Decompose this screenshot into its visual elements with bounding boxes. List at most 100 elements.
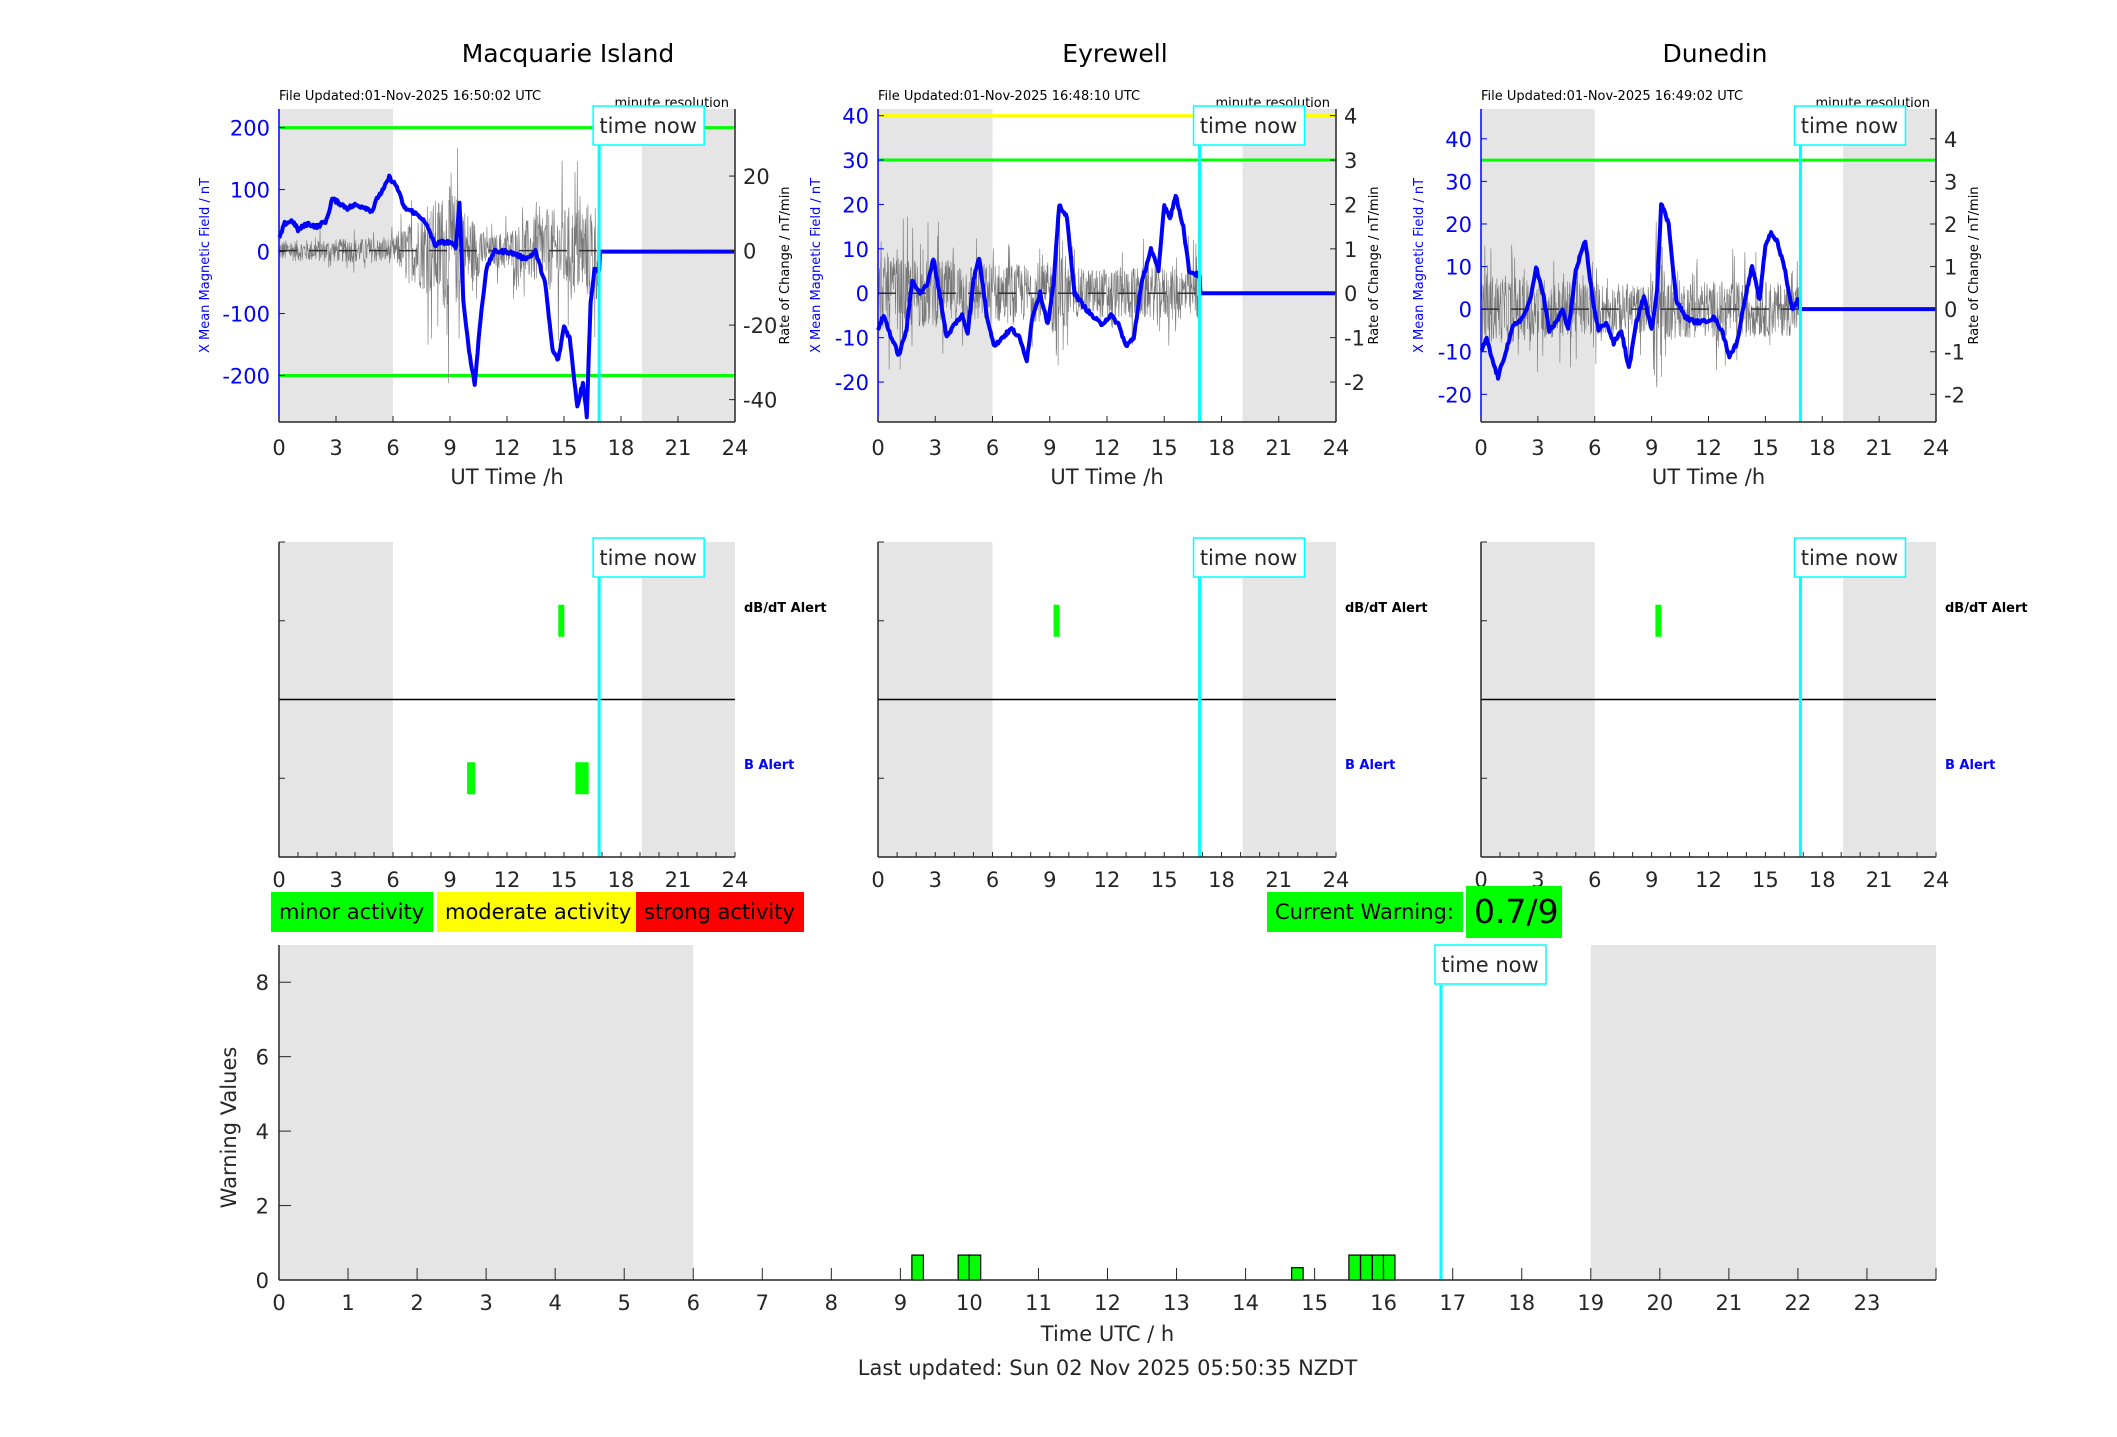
alert-x-tick-label: 9	[1645, 868, 1658, 892]
night-shade	[1590, 945, 1936, 1280]
station-title: Macquarie Island	[462, 39, 675, 68]
dbdt-alert-label: dB/dT Alert	[744, 601, 827, 616]
alert-x-tick-label: 6	[986, 868, 999, 892]
left-y-axis-label: X Mean Magnetic Field / nT	[809, 178, 824, 353]
dbdt-alert-mark	[1053, 604, 1060, 637]
alert-x-tick-label: 12	[494, 868, 521, 892]
y-axis-label: Warning Values	[217, 1047, 241, 1209]
time-now-label: time now	[1200, 546, 1297, 570]
right-y-tick-label: 3	[1944, 170, 1957, 194]
alert-x-tick-label: 18	[608, 868, 635, 892]
alert-x-tick-label: 15	[551, 868, 578, 892]
x-tick-label: 21	[1265, 436, 1292, 460]
x-tick-label: 9	[443, 436, 456, 460]
left-y-tick-label: 0	[1459, 298, 1472, 322]
x-tick-label: 12	[1094, 436, 1121, 460]
alert-x-tick-label: 24	[1323, 868, 1350, 892]
x-tick-label: 2	[410, 1291, 423, 1315]
night-shade	[279, 945, 694, 1280]
y-tick-label: 4	[256, 1120, 269, 1144]
x-tick-label: 18	[1208, 436, 1235, 460]
right-y-tick-label: 4	[1344, 105, 1357, 129]
right-y-tick-label: -1	[1344, 327, 1365, 351]
magnetic-field-line	[277, 173, 736, 420]
station-panel-1: Eyrewell File Updated:01-Nov-2025 16:48:1…	[809, 39, 1382, 489]
night-shade	[1843, 109, 1936, 422]
warning-bar	[1371, 1254, 1385, 1281]
alert-x-tick-label: 12	[1094, 868, 1121, 892]
x-tick-label: 0	[1474, 436, 1487, 460]
x-tick-label: 21	[1716, 1291, 1743, 1315]
alert-x-tick-label: 0	[871, 868, 884, 892]
alert-x-tick-label: 3	[929, 868, 942, 892]
alert-x-tick-label: 12	[1695, 868, 1722, 892]
rate-of-change-line	[278, 147, 600, 384]
x-tick-label: 20	[1646, 1291, 1673, 1315]
b-alert-label: B Alert	[1945, 758, 1995, 773]
x-tick-label: 22	[1785, 1291, 1812, 1315]
right-y-tick-label: -2	[1344, 371, 1365, 395]
left-y-tick-label: -20	[1438, 383, 1472, 407]
time-now-label: time now	[1801, 114, 1898, 138]
x-tick-label: 3	[1531, 436, 1544, 460]
x-tick-label: 5	[618, 1291, 631, 1315]
time-now-label-box: time now	[1793, 537, 1907, 578]
magnetic-field-line	[1479, 202, 1937, 381]
y-tick-label: 2	[256, 1195, 269, 1219]
x-tick-label: 23	[1854, 1291, 1881, 1315]
right-y-tick-label: 4	[1944, 128, 1957, 152]
dbdt-alert-mark	[558, 604, 565, 637]
x-tick-label: 3	[929, 436, 942, 460]
x-tick-label: 9	[1043, 436, 1056, 460]
warning-bar	[911, 1254, 925, 1281]
left-y-tick-label: -100	[222, 303, 270, 327]
left-y-axis-label: X Mean Magnetic Field / nT	[1412, 178, 1427, 353]
current-warning-label: Current Warning:	[1267, 892, 1463, 932]
x-tick-label: 3	[329, 436, 342, 460]
current-warning-value: 0.7/9	[1466, 886, 1562, 938]
right-y-tick-label: 20	[743, 165, 770, 189]
time-now-label: time now	[1801, 546, 1898, 570]
x-tick-label: 0	[272, 1291, 285, 1315]
time-now-label-box: time now	[1192, 105, 1306, 146]
magnetic-field-line	[876, 193, 1337, 364]
b-alert-label: B Alert	[744, 758, 794, 773]
left-y-axis-label: X Mean Magnetic Field / nT	[198, 178, 213, 353]
legend-strong-activity: strong activity	[636, 892, 804, 932]
time-now-label: time now	[599, 114, 696, 138]
alert-x-tick-label: 24	[1923, 868, 1950, 892]
x-tick-label: 18	[608, 436, 635, 460]
x-tick-label: 9	[1645, 436, 1658, 460]
right-y-tick-label: 1	[1944, 256, 1957, 280]
x-tick-label: 6	[1588, 436, 1601, 460]
left-y-tick-label: 10	[842, 238, 869, 262]
alert-x-tick-label: 21	[1866, 868, 1893, 892]
station-panel-2: Dunedin File Updated:01-Nov-2025 16:49:02…	[1412, 39, 1982, 489]
dbdt-alert-label: dB/dT Alert	[1945, 601, 2028, 616]
x-tick-label: 15	[551, 436, 578, 460]
right-y-tick-label: 0	[1344, 282, 1357, 306]
alert-x-tick-label: 24	[722, 868, 749, 892]
station-title: Dunedin	[1663, 39, 1768, 68]
right-y-tick-label: -40	[743, 389, 777, 413]
b-alert-mark	[575, 762, 589, 795]
right-y-tick-label: -2	[1944, 383, 1965, 407]
warning-bar	[957, 1254, 971, 1281]
x-tick-label: 24	[1923, 436, 1950, 460]
night-shade	[641, 109, 735, 422]
left-y-tick-label: 200	[230, 117, 270, 141]
left-y-tick-label: 30	[842, 149, 869, 173]
last-updated-footer: Last updated: Sun 02 Nov 2025 05:50:35 N…	[858, 1356, 1358, 1380]
dbdt-alert-mark	[1655, 604, 1662, 637]
x-tick-label: 7	[756, 1291, 769, 1315]
left-y-tick-label: 20	[1445, 213, 1472, 237]
legend-minor-activity: minor activity	[271, 892, 433, 932]
left-y-tick-label: 100	[230, 179, 270, 203]
left-y-tick-label: 40	[1445, 128, 1472, 152]
alert-x-tick-label: 15	[1151, 868, 1178, 892]
right-y-tick-label: 2	[1344, 193, 1357, 217]
y-tick-label: 8	[256, 971, 269, 995]
legend-moderate-activity: moderate activity	[437, 892, 636, 932]
alert-x-tick-label: 6	[1588, 868, 1601, 892]
